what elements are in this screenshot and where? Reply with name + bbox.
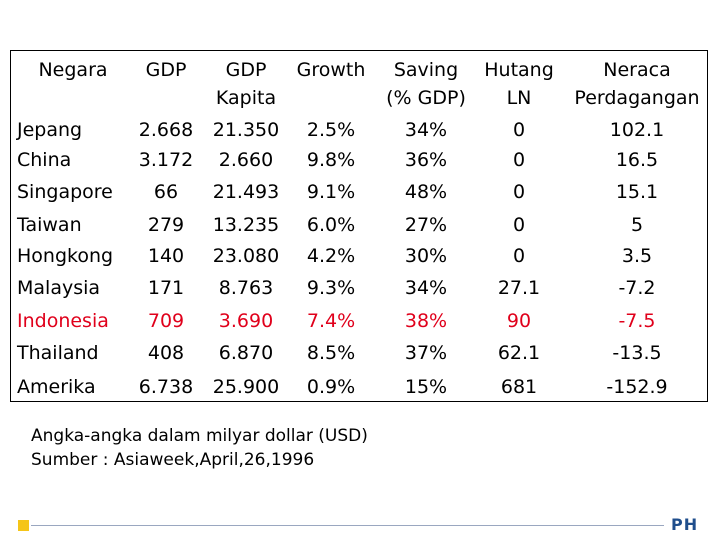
- cell-saving: 15%: [404, 376, 448, 398]
- cell-saving: 27%: [404, 214, 448, 236]
- cell-gdp-kapita: 2.660: [218, 149, 274, 171]
- cell-gdp-kapita: 6.870: [218, 342, 274, 364]
- cell-gdp-kapita: 21.493: [212, 181, 280, 203]
- row-country: Amerika: [17, 376, 96, 398]
- cell-growth: 0.9%: [306, 376, 356, 398]
- row-country: Thailand: [17, 342, 99, 364]
- cell-saving: 34%: [404, 119, 448, 141]
- cell-neraca: -13.5: [612, 342, 662, 364]
- cell-growth: 6.0%: [306, 214, 356, 236]
- cell-saving: 36%: [404, 149, 448, 171]
- cell-gdp-kapita: 21.350: [212, 119, 280, 141]
- row-country: Jepang: [17, 119, 83, 141]
- cell-neraca: 5: [630, 214, 644, 236]
- cell-gdp: 66: [153, 181, 179, 203]
- cell-growth: 9.8%: [306, 149, 356, 171]
- cell-hutang: 62.1: [497, 342, 541, 364]
- header-growth: Growth: [296, 59, 366, 81]
- cell-growth: 2.5%: [306, 119, 356, 141]
- cell-neraca: -7.5: [618, 310, 656, 332]
- cell-gdp: 279: [147, 214, 185, 236]
- cell-neraca: 102.1: [609, 119, 665, 141]
- row-country: Singapore: [17, 181, 113, 203]
- cell-hutang: 0: [512, 119, 526, 141]
- cell-hutang: 27.1: [497, 277, 541, 299]
- cell-hutang: 0: [512, 214, 526, 236]
- cell-growth: 4.2%: [306, 245, 356, 267]
- header-neraca: Neraca: [603, 59, 671, 81]
- cell-gdp: 6.738: [138, 376, 194, 398]
- header-hutang: Hutang: [484, 59, 554, 81]
- cell-neraca: 16.5: [615, 149, 659, 171]
- row-country: China: [17, 149, 72, 171]
- cell-neraca: -152.9: [606, 376, 668, 398]
- header-gdp-kapita-line2: Kapita: [215, 87, 277, 109]
- data-table: Negara GDP GDP Kapita Growth Saving (% GDP) Hut…: [10, 50, 708, 402]
- note-source: Sumber : Asiaweek,April,26,1996: [31, 450, 315, 470]
- cell-growth: 7.4%: [306, 310, 356, 332]
- cell-hutang: 0: [512, 245, 526, 267]
- cell-growth: 9.3%: [306, 277, 356, 299]
- cell-gdp-kapita: 23.080: [212, 245, 280, 267]
- cell-hutang: 681: [500, 376, 538, 398]
- cell-saving: 30%: [404, 245, 448, 267]
- cell-gdp-kapita: 8.763: [218, 277, 274, 299]
- row-country: Indonesia: [17, 310, 109, 332]
- header-saving: Saving: [393, 59, 459, 81]
- cell-saving: 48%: [404, 181, 448, 203]
- row-country: Hongkong: [17, 245, 114, 267]
- cell-saving: 38%: [404, 310, 448, 332]
- footer-square: [18, 520, 29, 531]
- cell-gdp-kapita: 3.690: [218, 310, 274, 332]
- cell-saving: 34%: [404, 277, 448, 299]
- cell-growth: 9.1%: [306, 181, 356, 203]
- row-country: Malaysia: [17, 277, 101, 299]
- cell-neraca: 3.5: [621, 245, 653, 267]
- cell-gdp: 171: [147, 277, 185, 299]
- header-saving-line2: (% GDP): [386, 87, 466, 109]
- header-gdp: GDP: [145, 59, 187, 81]
- cell-gdp: 709: [147, 310, 185, 332]
- cell-gdp-kapita: 25.900: [212, 376, 280, 398]
- cell-gdp: 3.172: [138, 149, 194, 171]
- cell-hutang: 90: [506, 310, 532, 332]
- header-hutang-line2: LN: [506, 87, 532, 109]
- cell-growth: 8.5%: [306, 342, 356, 364]
- cell-neraca: -7.2: [618, 277, 656, 299]
- cell-gdp-kapita: 13.235: [212, 214, 280, 236]
- cell-gdp: 2.668: [138, 119, 194, 141]
- header-gdp-kapita: GDP: [225, 59, 267, 81]
- table-note: Angka-angka dalam milyar dollar (USD) Su…: [31, 424, 368, 472]
- header-negara: Negara: [38, 59, 108, 81]
- footer-mark: PH: [671, 515, 699, 534]
- cell-saving: 37%: [404, 342, 448, 364]
- footer-rule: [31, 525, 664, 526]
- note-unit: Angka-angka dalam milyar dollar (USD): [31, 426, 368, 446]
- cell-hutang: 0: [512, 149, 526, 171]
- cell-gdp: 140: [147, 245, 185, 267]
- cell-gdp: 408: [147, 342, 185, 364]
- row-country: Taiwan: [17, 214, 82, 236]
- header-neraca-line2: Perdagangan: [574, 87, 700, 109]
- cell-hutang: 0: [512, 181, 526, 203]
- cell-neraca: 15.1: [615, 181, 659, 203]
